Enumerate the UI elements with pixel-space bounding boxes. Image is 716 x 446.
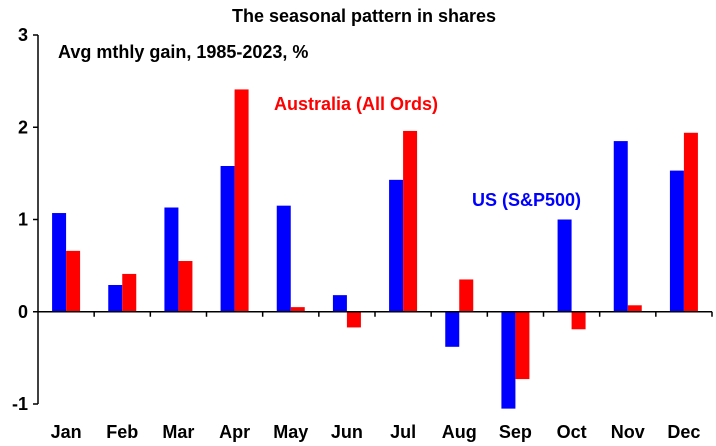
bar-australia-dec bbox=[683, 132, 698, 312]
x-tick-label-apr: Apr bbox=[219, 422, 250, 442]
bar-us-nov bbox=[613, 141, 628, 312]
x-tick-label-nov: Nov bbox=[611, 422, 645, 442]
bar-australia-jan bbox=[66, 250, 81, 312]
labels-layer: -1 0 1 2 3 Jan Feb Mar Apr May Jun Jul Aug Sep Oct Nov D… bbox=[12, 25, 700, 442]
bar-us-dec bbox=[669, 170, 684, 312]
bar-australia-may bbox=[290, 307, 305, 312]
x-tick-label-oct: Oct bbox=[557, 422, 587, 442]
bar-us-jan bbox=[52, 213, 67, 312]
bar-us-sep bbox=[501, 311, 516, 409]
x-tick-label-jul: Jul bbox=[390, 422, 416, 442]
bar-australia-aug bbox=[459, 279, 474, 312]
y-tick-label: 0 bbox=[18, 302, 28, 322]
x-tick-label-sep: Sep bbox=[499, 422, 532, 442]
bar-australia-oct bbox=[571, 311, 586, 330]
x-tick-label-mar: Mar bbox=[162, 422, 194, 442]
bar-us-apr bbox=[220, 165, 235, 312]
x-tick-label-feb: Feb bbox=[106, 422, 138, 442]
bar-australia-sep bbox=[515, 311, 530, 380]
series-label-us: US (S&P500) bbox=[472, 190, 581, 210]
bars-layer bbox=[52, 89, 698, 409]
bar-us-aug bbox=[445, 311, 460, 347]
bar-us-mar bbox=[164, 207, 179, 312]
bar-australia-feb bbox=[122, 273, 137, 312]
series-label-australia: Australia (All Ords) bbox=[274, 94, 438, 114]
bar-us-feb bbox=[108, 284, 123, 312]
bar-australia-nov bbox=[627, 305, 642, 312]
y-tick-label: -1 bbox=[12, 394, 28, 414]
y-tick-label: 3 bbox=[18, 25, 28, 45]
x-tick-label-jan: Jan bbox=[51, 422, 82, 442]
y-tick-label: 1 bbox=[18, 210, 28, 230]
x-tick-label-aug: Aug bbox=[442, 422, 477, 442]
bar-australia-jun bbox=[346, 311, 361, 328]
chart-subtitle: Avg mthly gain, 1985-2023, % bbox=[58, 42, 308, 62]
chart-title: The seasonal pattern in shares bbox=[232, 6, 496, 26]
bar-us-jul bbox=[389, 179, 404, 312]
x-tick-label-dec: Dec bbox=[667, 422, 700, 442]
y-tick-label: 2 bbox=[18, 117, 28, 137]
bar-australia-mar bbox=[178, 261, 193, 312]
x-tick-label-may: May bbox=[273, 422, 308, 442]
bar-australia-apr bbox=[234, 89, 249, 312]
x-tick-label-jun: Jun bbox=[331, 422, 363, 442]
bar-us-may bbox=[276, 205, 291, 312]
bar-us-oct bbox=[557, 219, 572, 312]
axes-layer bbox=[33, 34, 713, 405]
bar-australia-jul bbox=[403, 130, 418, 312]
bar-us-jun bbox=[332, 295, 347, 312]
